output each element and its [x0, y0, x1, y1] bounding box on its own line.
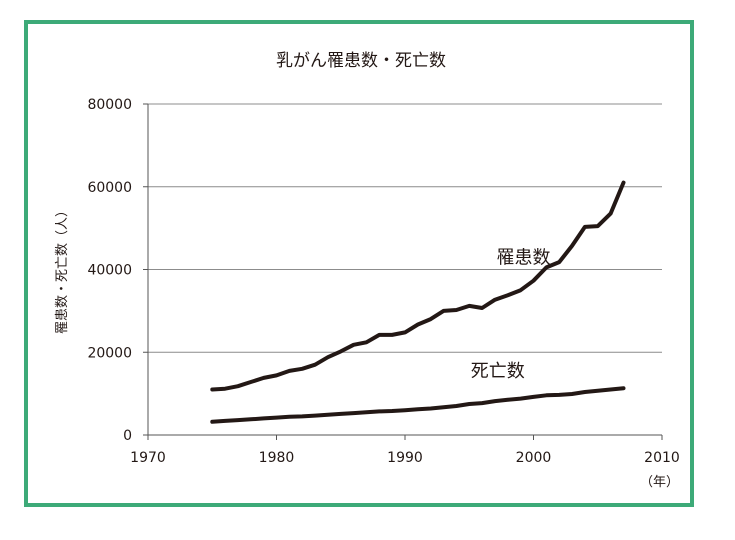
- y-axis-label: 罹患数・死亡数（人）: [55, 204, 70, 334]
- series-label-0: 罹患数: [497, 247, 551, 268]
- line-chart: 乳がん罹患数・死亡数 0 20000 40000 60000 80000 1970 198…: [55, 51, 680, 490]
- y-tick-label: 0: [123, 428, 132, 444]
- y-tick-labels: 0 20000 40000 60000 80000: [87, 97, 148, 444]
- series-line-0: [210, 180, 626, 392]
- series-lines: [210, 180, 626, 424]
- x-tick-label: 2010: [644, 450, 680, 466]
- x-tick-label: 1990: [387, 450, 423, 466]
- y-tick-label: 60000: [87, 180, 132, 196]
- chart-title: 乳がん罹患数・死亡数: [276, 51, 446, 71]
- series-label-1: 死亡数: [471, 361, 525, 382]
- chart-frame: 乳がん罹患数・死亡数 0 20000 40000 60000 80000 1970 198…: [24, 20, 694, 507]
- gridlines: [148, 103, 662, 353]
- y-tick-label: 80000: [87, 97, 132, 113]
- x-tick-label: 1970: [130, 450, 166, 466]
- x-tick-label: 1980: [259, 450, 295, 466]
- x-tick-label: 2000: [516, 450, 552, 466]
- x-tick-labels: 1970 1980 1990 2000 2010: [130, 435, 680, 466]
- y-tick-label: 40000: [87, 263, 132, 279]
- series-line-1: [210, 386, 626, 424]
- y-tick-label: 20000: [87, 345, 132, 361]
- x-axis-unit-label: （年）: [640, 475, 679, 490]
